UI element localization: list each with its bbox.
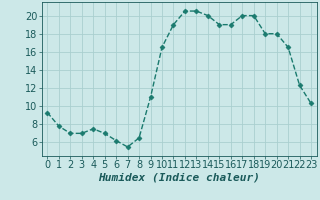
X-axis label: Humidex (Indice chaleur): Humidex (Indice chaleur) (98, 173, 260, 183)
